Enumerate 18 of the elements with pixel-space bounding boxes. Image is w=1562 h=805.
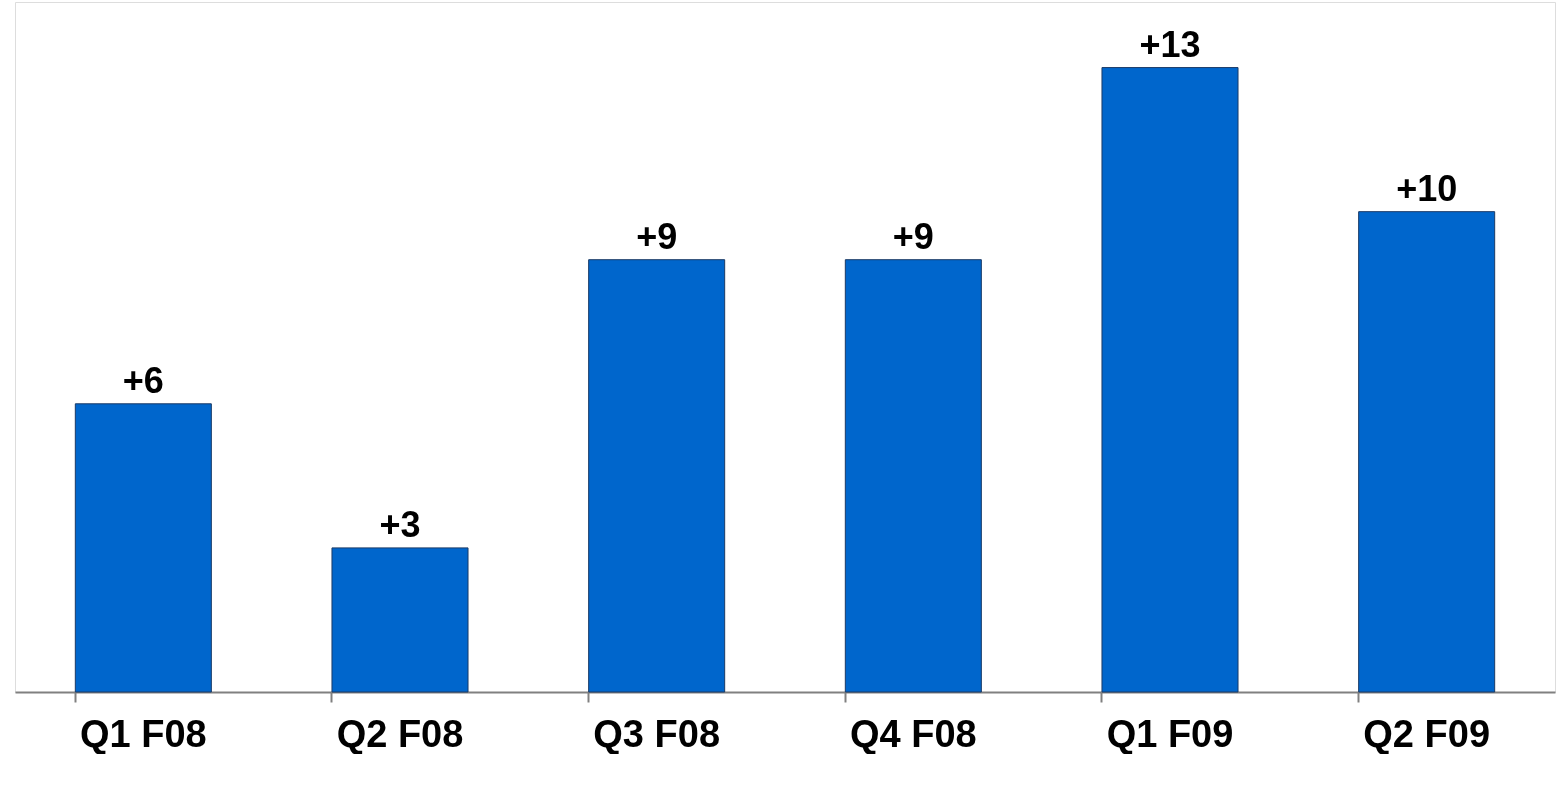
bar [331, 547, 469, 693]
data-label: +10 [1396, 167, 1458, 209]
bar [74, 403, 212, 693]
x-tick-label: Q1 F08 [79, 712, 207, 755]
bar [588, 259, 726, 693]
bar [1101, 67, 1239, 693]
data-label: +9 [636, 215, 678, 257]
data-label: +13 [1139, 23, 1201, 65]
x-tick-label: Q4 F08 [849, 712, 977, 755]
data-label: +9 [892, 215, 934, 257]
data-label: +6 [122, 359, 164, 401]
x-tick-label: Q2 F09 [1363, 712, 1491, 755]
bar [1358, 211, 1496, 693]
x-tick-label: Q3 F08 [593, 712, 721, 755]
bar [844, 259, 982, 693]
x-tick-label: Q1 F09 [1106, 712, 1234, 755]
x-tick-label: Q2 F08 [336, 712, 464, 755]
data-label: +3 [379, 503, 421, 545]
